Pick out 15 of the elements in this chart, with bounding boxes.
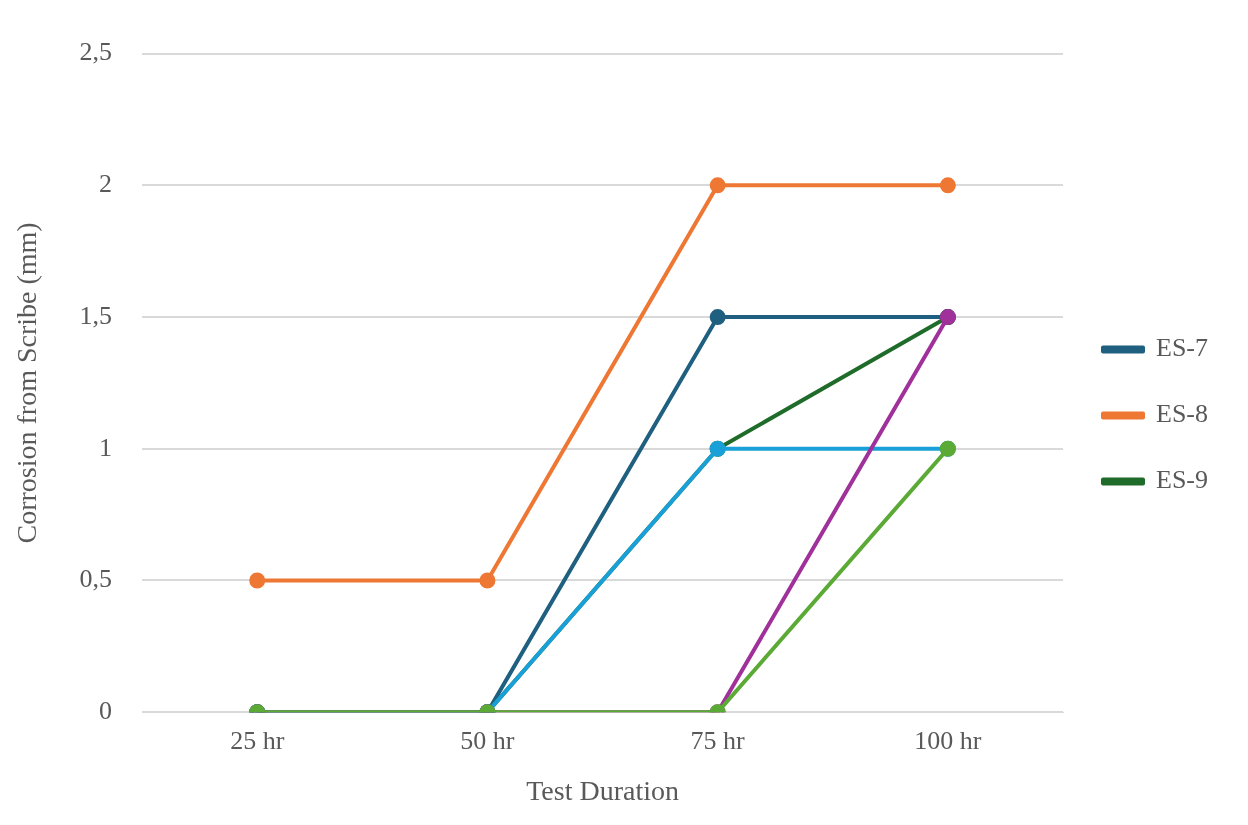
x-axis-title: Test Duration: [526, 774, 679, 806]
y-tick-label: 0: [99, 696, 113, 726]
y-tick-label: 0,5: [79, 564, 113, 594]
y-tick-label: 1,5: [79, 300, 113, 330]
y-tick-label: 2: [99, 169, 113, 199]
legend-label: ES-7: [1156, 333, 1208, 363]
y-axis-title: Corrosion from Scribe (mm): [11, 222, 43, 544]
x-tick-label: 100 hr: [914, 725, 982, 755]
legend-label: ES-9: [1156, 465, 1208, 495]
x-tick-label: 25 hr: [230, 725, 285, 755]
legend-label: ES-8: [1156, 399, 1208, 429]
x-tick-label: 75 hr: [690, 725, 746, 755]
y-tick-label: 2,5: [79, 37, 113, 67]
y-tick-label: 1: [99, 432, 113, 462]
x-tick-label: 50 hr: [460, 725, 515, 755]
